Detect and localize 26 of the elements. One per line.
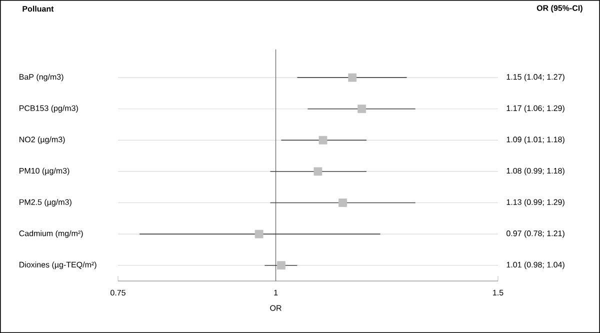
data-label: 1.15 (1.04; 1.27) — [506, 74, 564, 82]
data-label: 1.01 (0.98; 1.04) — [506, 262, 564, 270]
y-tick-label: Cadmium (mg/m²) — [19, 230, 83, 238]
data-label: 1.09 (1.01; 1.18) — [506, 136, 564, 144]
data-label: 0.97 (0.78; 1.21) — [506, 230, 564, 238]
data-label: 1.17 (1.06; 1.29) — [506, 105, 564, 113]
x-axis-title: OR — [270, 305, 282, 311]
y-tick-label: BaP (ng/m3) — [20, 74, 64, 82]
text: Polluant — [22, 6, 54, 12]
point — [338, 198, 347, 207]
x-tick-label: 1 — [274, 290, 278, 296]
y-tick-label: PM10 (µg/m3) — [20, 168, 70, 176]
y-tick-label: PCB153 (pg/m3) — [20, 105, 78, 113]
point — [277, 261, 286, 270]
point — [318, 136, 328, 144]
point — [348, 73, 357, 82]
data-label: 1.08 (0.99; 1.18) — [506, 168, 564, 176]
x-tick-label: 0.75 — [110, 290, 126, 296]
y-tick-label: NO2 (µg/m3) — [20, 136, 65, 144]
y-tick-label: Dioxines (µg-TEQ/m²) — [20, 262, 96, 270]
y-tick-label: PM2.5 (µg/m3) — [20, 199, 72, 206]
x-tick-label: 1.5 — [493, 290, 504, 296]
data-label: 1.13 (0.99; 1.29) — [506, 199, 564, 206]
point — [358, 104, 366, 114]
point — [314, 167, 322, 176]
text: OR (95%-CI) — [536, 4, 582, 12]
